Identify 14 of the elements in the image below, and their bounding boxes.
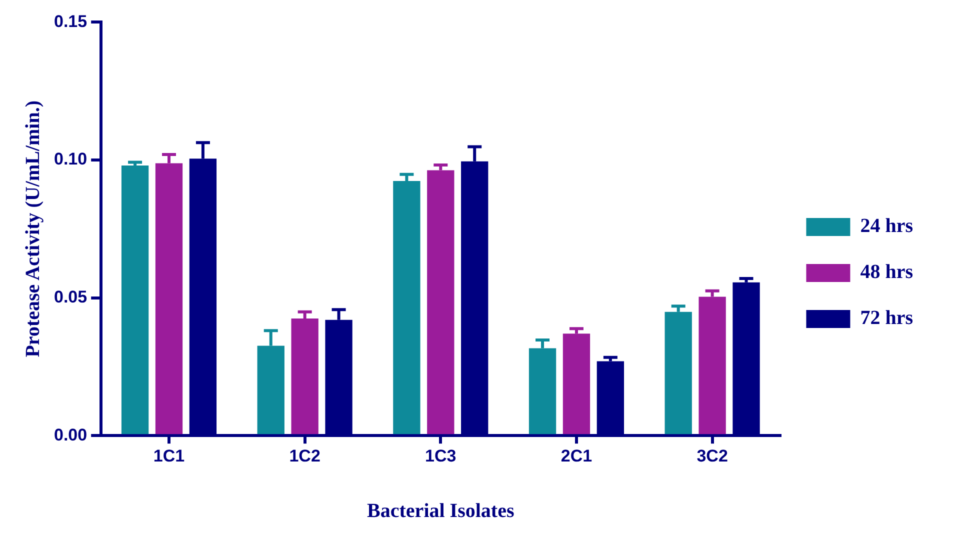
x-tick-label: 1C2 xyxy=(289,446,320,466)
y-tick-label: 0.00 xyxy=(54,425,88,444)
legend-label: 48 hrs xyxy=(860,261,914,284)
x-axis-title: Bacterial Isolates xyxy=(367,500,514,522)
x-tick-label: 3C2 xyxy=(696,446,728,466)
legend-label: 72 hrs xyxy=(860,307,914,330)
y-tick-label: 0.05 xyxy=(54,287,88,306)
y-tick-label: 0.15 xyxy=(54,12,88,31)
y-axis-title: Protease Activity (U/mL/min.) xyxy=(22,100,44,358)
y-tick-label: 0.10 xyxy=(54,150,88,169)
x-tick-label: 1C1 xyxy=(153,446,185,466)
x-tick-label: 1C3 xyxy=(425,446,456,466)
x-tick-label: 2C1 xyxy=(560,446,592,466)
legend-label: 24 hrs xyxy=(860,215,914,238)
